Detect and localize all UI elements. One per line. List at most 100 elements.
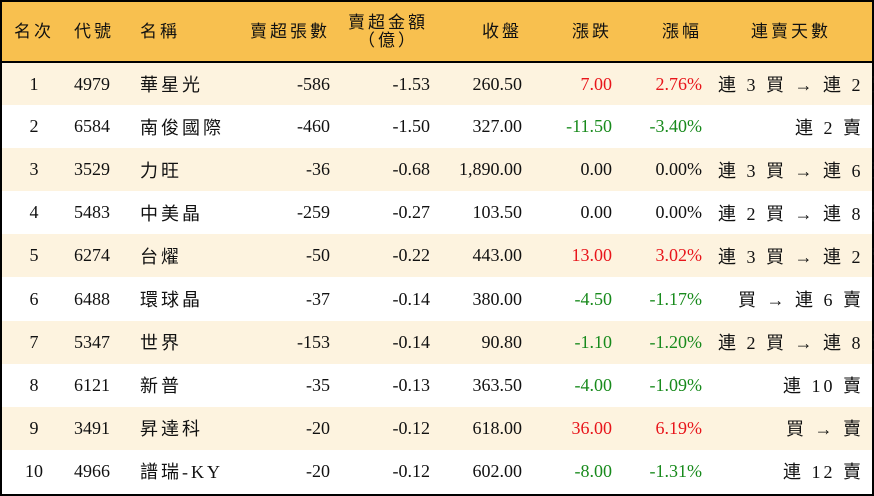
col-header-net-sell-amount-unit: （億） <box>358 30 418 50</box>
table-row: 8 6121 新普 -35 -0.13 363.50 -4.00 -1.09% … <box>2 363 872 407</box>
cell-change-pct: -3.40% <box>649 116 703 137</box>
col-header-net-sell-amount: 賣超金額 （億） <box>338 2 438 63</box>
cell-close: 1,890.00 <box>459 159 522 180</box>
cell-code: 6584 <box>74 116 110 137</box>
cell-close: 90.80 <box>481 331 523 352</box>
cell-name: 力旺 <box>140 160 182 181</box>
col-header-change-pct: 漲幅 <box>620 2 710 63</box>
table-row: 10 4966 譜瑞-KY -20 -0.12 602.00 -8.00 -1.… <box>2 449 872 493</box>
cell-change-pct: 0.00% <box>655 159 703 180</box>
cell-net-sell-lots: -20 <box>306 460 330 481</box>
cell-net-sell-lots: -460 <box>297 116 330 137</box>
cell-net-sell-amount: -1.53 <box>392 73 431 94</box>
cell-name: 華星光 <box>140 75 203 96</box>
cell-close: 363.50 <box>472 374 523 395</box>
cell-change: 36.00 <box>571 417 613 438</box>
cell-net-sell-amount: -0.22 <box>392 245 431 266</box>
table-row: 6 6488 環球晶 -37 -0.14 380.00 -4.50 -1.17%… <box>2 277 872 321</box>
col-header-close: 收盤 <box>438 2 530 63</box>
col-header-change: 漲跌 <box>530 2 620 63</box>
table-row: 1 4979 華星光 -586 -1.53 260.50 7.00 2.76% … <box>2 62 874 106</box>
cell-rank: 2 <box>29 116 39 137</box>
cell-change: 7.00 <box>580 73 613 94</box>
cell-rank: 8 <box>29 374 39 395</box>
cell-net-sell-lots: -50 <box>306 245 330 266</box>
cell-rank: 7 <box>29 331 39 352</box>
cell-code: 5347 <box>74 331 110 352</box>
cell-net-sell-lots: -36 <box>306 159 330 180</box>
cell-net-sell-amount: -0.12 <box>392 460 431 481</box>
cell-rank: 5 <box>29 245 39 266</box>
cell-streak: 連 2 買 → 連 8 賣 <box>718 203 874 224</box>
cell-rank: 3 <box>29 159 39 180</box>
cell-change-pct: -1.31% <box>649 460 703 481</box>
cell-streak: 連 2 買 → 連 8 賣 <box>718 333 874 354</box>
cell-change: -4.50 <box>574 288 613 309</box>
cell-net-sell-lots: -153 <box>297 331 330 352</box>
cell-net-sell-amount: -0.13 <box>392 374 431 395</box>
cell-code: 3529 <box>74 159 110 180</box>
cell-close: 327.00 <box>472 116 523 137</box>
cell-net-sell-lots: -586 <box>297 73 330 94</box>
cell-change: 0.00 <box>580 159 613 180</box>
cell-code: 4979 <box>74 73 110 94</box>
cell-close: 618.00 <box>472 417 523 438</box>
cell-name: 中美晶 <box>140 203 203 224</box>
cell-change-pct: -1.20% <box>649 331 703 352</box>
cell-name: 世界 <box>140 333 182 354</box>
cell-change: 0.00 <box>580 202 613 223</box>
cell-streak: 連 12 賣 <box>783 462 864 483</box>
cell-net-sell-amount: -0.14 <box>392 288 431 309</box>
cell-name: 環球晶 <box>140 290 203 311</box>
table-row: 7 5347 世界 -153 -0.14 90.80 -1.10 -1.20% … <box>2 320 874 364</box>
cell-rank: 9 <box>29 417 39 438</box>
cell-net-sell-amount: -0.12 <box>392 417 431 438</box>
cell-code: 3491 <box>74 417 110 438</box>
cell-net-sell-lots: -20 <box>306 417 330 438</box>
col-header-streak: 連賣天數 <box>710 2 872 63</box>
cell-change-pct: 3.02% <box>655 245 703 266</box>
cell-change-pct: 6.19% <box>655 417 703 438</box>
cell-close: 380.00 <box>472 288 523 309</box>
cell-name: 新普 <box>140 376 182 397</box>
cell-change: -1.10 <box>574 331 613 352</box>
cell-change-pct: -1.17% <box>649 288 703 309</box>
col-header-name: 名稱 <box>132 2 234 63</box>
cell-change-pct: -1.09% <box>649 374 703 395</box>
cell-name: 昇達科 <box>140 419 203 440</box>
cell-code: 6488 <box>74 288 110 309</box>
cell-change: -4.00 <box>574 374 613 395</box>
cell-change: 13.00 <box>571 245 613 266</box>
cell-name: 南俊國際 <box>140 117 224 138</box>
cell-change: -11.50 <box>566 116 612 137</box>
cell-net-sell-lots: -259 <box>297 202 330 223</box>
table-row: 3 3529 力旺 -36 -0.68 1,890.00 0.00 0.00% … <box>2 148 874 192</box>
cell-rank: 6 <box>29 288 39 309</box>
cell-streak: 買 → 賣 <box>786 419 864 440</box>
cell-change: -8.00 <box>574 460 613 481</box>
cell-close: 602.00 <box>472 460 523 481</box>
cell-streak: 連 3 買 → 連 2 賣 <box>718 246 874 267</box>
cell-net-sell-amount: -0.68 <box>392 159 431 180</box>
table-header-row: 名次 代號 名稱 賣超張數 賣超金額 （億） 收盤 漲跌 漲幅 連賣天數 <box>2 2 872 63</box>
col-header-net-sell-amount-label: 賣超金額 <box>348 12 428 32</box>
cell-streak: 連 10 賣 <box>783 376 864 397</box>
table-body: 1 4979 華星光 -586 -1.53 260.50 7.00 2.76% … <box>2 62 874 493</box>
cell-close: 260.50 <box>472 73 523 94</box>
table-row: 4 5483 中美晶 -259 -0.27 103.50 0.00 0.00% … <box>2 191 874 235</box>
cell-change-pct: 0.00% <box>655 202 703 223</box>
cell-close: 103.50 <box>472 202 523 223</box>
table-row: 9 3491 昇達科 -20 -0.12 618.00 36.00 6.19% … <box>2 406 872 450</box>
cell-rank: 1 <box>29 73 39 94</box>
cell-name: 譜瑞-KY <box>140 462 223 483</box>
cell-change-pct: 2.76% <box>655 73 703 94</box>
table-row: 2 6584 南俊國際 -460 -1.50 327.00 -11.50 -3.… <box>2 105 872 149</box>
cell-code: 5483 <box>74 202 110 223</box>
cell-streak: 買 → 連 6 賣 <box>738 290 864 311</box>
cell-code: 6274 <box>74 245 110 266</box>
col-header-code: 代號 <box>66 2 132 63</box>
col-header-rank: 名次 <box>2 2 66 63</box>
cell-rank: 10 <box>25 460 43 481</box>
